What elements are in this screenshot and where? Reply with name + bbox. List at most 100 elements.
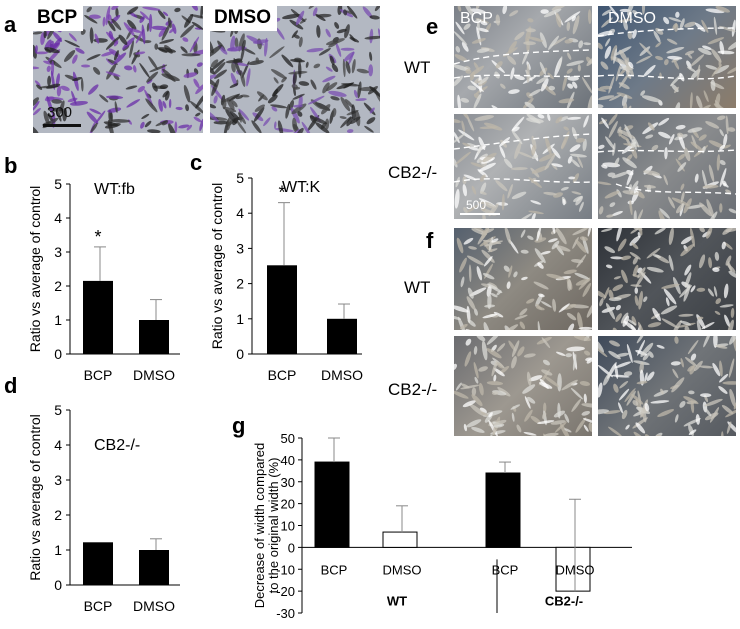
cell-mark <box>477 27 489 33</box>
cell-mark <box>182 37 189 42</box>
cell-mark <box>598 144 605 150</box>
cell-mark <box>325 118 330 130</box>
cell-mark <box>480 174 486 182</box>
cell-mark <box>723 133 728 147</box>
cell-mark <box>523 41 536 46</box>
cell-mark <box>469 287 487 297</box>
cell-mark <box>210 59 219 68</box>
cell-mark <box>617 238 627 252</box>
cell-mark <box>127 19 137 30</box>
cell-mark <box>521 276 528 281</box>
cell-mark <box>313 63 321 69</box>
cell-mark <box>481 228 490 240</box>
cell-mark <box>675 124 686 130</box>
column-label-dmso: DMSO <box>608 10 656 27</box>
cell-mark <box>103 121 119 127</box>
cell-mark <box>705 8 725 14</box>
scratch-cb2-bcp-texture <box>454 114 592 219</box>
chart-subtitle: CB2-/- <box>94 437 140 454</box>
cell-mark <box>722 144 731 149</box>
cell-mark <box>471 185 477 195</box>
cell-mark <box>705 64 718 70</box>
cell-mark <box>454 305 469 313</box>
cell-mark <box>624 388 636 403</box>
cell-mark <box>572 15 580 35</box>
cell-mark <box>298 81 310 86</box>
cell-mark <box>457 94 462 108</box>
y-tick-label: 0 <box>54 577 62 593</box>
chart-c: Ratio vs average of control 0 1 2 3 4 5 WT:K* BC… <box>209 170 363 380</box>
cell-mark <box>329 55 335 66</box>
cell-mark <box>541 337 551 349</box>
cell-mark <box>537 114 545 119</box>
panel-letter-b: b <box>4 153 18 178</box>
cell-mark <box>146 23 150 32</box>
cell-mark <box>263 117 271 127</box>
scratch-cb2-dmso <box>598 114 736 219</box>
cell-mark <box>343 82 355 89</box>
cell-mark <box>108 30 114 40</box>
cell-mark <box>666 38 678 45</box>
cell-mark <box>312 7 318 17</box>
cell-mark <box>89 27 94 44</box>
cell-mark <box>239 70 246 87</box>
cell-mark <box>174 7 181 13</box>
cell-mark <box>486 336 501 345</box>
cell-mark <box>269 46 285 59</box>
cell-mark <box>719 373 729 383</box>
cell-mark <box>727 261 732 273</box>
cell-mark <box>113 52 127 65</box>
cell-mark <box>728 208 736 214</box>
cell-mark <box>106 95 124 99</box>
wound-edge-line <box>598 149 736 153</box>
cell-mark <box>670 361 681 366</box>
cell-mark <box>468 264 472 283</box>
cell-mark <box>679 18 685 30</box>
cell-mark <box>548 238 558 243</box>
cell-mark <box>701 169 708 190</box>
cell-mark <box>111 6 119 10</box>
cell-mark <box>146 71 159 83</box>
cell-mark <box>583 115 589 128</box>
cell-mark <box>184 13 194 28</box>
cell-mark <box>572 237 579 249</box>
y-tick-label: 10 <box>281 519 295 534</box>
cell-mark <box>482 313 498 319</box>
cell-mark <box>486 381 504 386</box>
y-axis-label: Ratio vs average of control <box>27 186 43 353</box>
cell-mark <box>465 338 472 346</box>
cell-mark <box>562 74 568 91</box>
cell-mark <box>640 342 654 357</box>
cell-mark <box>476 48 490 53</box>
cell-mark <box>490 292 498 298</box>
cell-mark <box>639 42 653 57</box>
cell-mark <box>463 207 468 214</box>
cell-mark <box>297 111 303 117</box>
cell-mark <box>511 191 527 200</box>
cell-mark <box>336 28 347 34</box>
cell-mark <box>722 180 727 187</box>
cell-mark <box>652 307 661 322</box>
cell-mark <box>653 30 661 43</box>
cell-mark <box>615 361 632 369</box>
cell-mark <box>626 169 634 186</box>
cell-mark <box>33 124 40 133</box>
cell-mark <box>46 65 51 73</box>
y-tick-label: 0 <box>236 346 244 362</box>
cell-mark <box>186 124 193 131</box>
cell-mark <box>686 204 705 209</box>
cell-mark <box>326 82 338 92</box>
cell-mark <box>473 308 478 316</box>
cell-mark <box>526 298 535 304</box>
cell-mark <box>488 420 498 436</box>
wound-edge-line <box>598 27 736 37</box>
cell-mark <box>570 387 583 400</box>
cell-mark <box>659 208 670 219</box>
cell-mark <box>668 196 675 209</box>
cell-mark <box>690 400 695 414</box>
cell-mark <box>157 47 176 53</box>
cell-mark <box>33 107 41 116</box>
cell-mark <box>616 228 623 242</box>
cell-mark <box>175 106 183 111</box>
cell-mark <box>728 39 736 50</box>
